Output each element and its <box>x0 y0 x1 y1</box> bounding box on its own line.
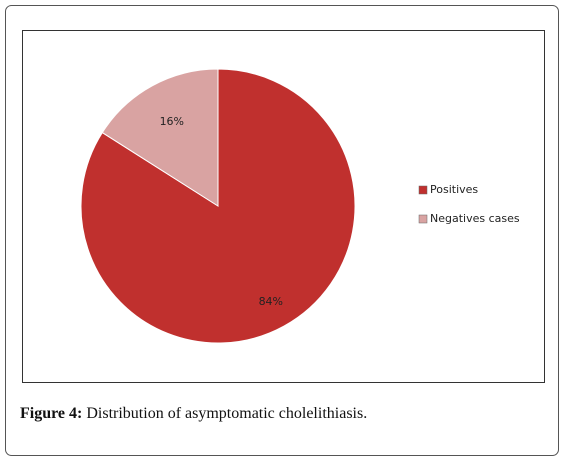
legend-label: Negatives cases <box>430 212 520 225</box>
legend-swatch <box>418 214 428 224</box>
pie-slice <box>101 68 219 207</box>
legend-swatch <box>418 185 428 195</box>
legend-label: Positives <box>430 183 478 196</box>
slice-label: 16% <box>160 115 184 128</box>
caption: Figure 4: Distribution of asymptomatic ch… <box>20 405 367 422</box>
pie-slice <box>80 68 356 344</box>
caption-label: Figure 4: <box>20 405 82 422</box>
caption-text: Distribution of asymptomatic cholelithia… <box>86 405 367 422</box>
slice-label: 84% <box>259 295 283 308</box>
